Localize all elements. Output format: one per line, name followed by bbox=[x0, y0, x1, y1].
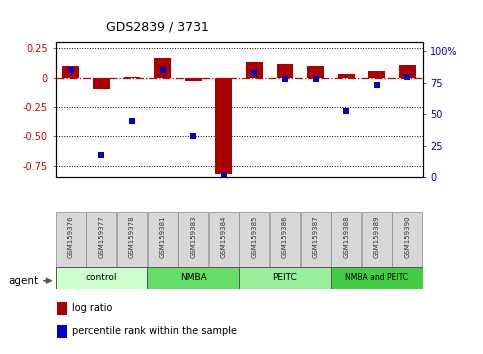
FancyBboxPatch shape bbox=[240, 212, 270, 267]
Bar bbox=[277, 64, 293, 78]
Bar bbox=[399, 65, 416, 78]
Bar bbox=[307, 66, 324, 78]
Bar bbox=[57, 302, 67, 314]
Bar bbox=[124, 77, 141, 78]
Text: GSM159389: GSM159389 bbox=[374, 215, 380, 258]
FancyBboxPatch shape bbox=[117, 212, 147, 267]
FancyBboxPatch shape bbox=[148, 212, 178, 267]
FancyBboxPatch shape bbox=[270, 212, 300, 267]
FancyBboxPatch shape bbox=[56, 267, 147, 289]
Text: agent: agent bbox=[9, 276, 39, 286]
Text: GSM159376: GSM159376 bbox=[68, 215, 74, 258]
Text: GSM159386: GSM159386 bbox=[282, 215, 288, 258]
Text: GSM159377: GSM159377 bbox=[99, 215, 104, 258]
Text: control: control bbox=[85, 273, 117, 282]
Bar bbox=[215, 78, 232, 174]
FancyBboxPatch shape bbox=[300, 212, 330, 267]
Text: GSM159390: GSM159390 bbox=[404, 215, 411, 258]
Bar bbox=[62, 66, 79, 78]
FancyBboxPatch shape bbox=[178, 212, 208, 267]
Text: NMBA and PEITC: NMBA and PEITC bbox=[345, 273, 408, 282]
FancyBboxPatch shape bbox=[392, 212, 422, 267]
Text: GSM159385: GSM159385 bbox=[251, 215, 257, 258]
Bar bbox=[93, 78, 110, 90]
FancyBboxPatch shape bbox=[331, 212, 361, 267]
Text: log ratio: log ratio bbox=[72, 303, 113, 313]
Text: GSM159387: GSM159387 bbox=[313, 215, 319, 258]
Text: GSM159383: GSM159383 bbox=[190, 215, 196, 258]
Bar bbox=[185, 78, 201, 81]
Bar bbox=[369, 71, 385, 78]
Text: GDS2839 / 3731: GDS2839 / 3731 bbox=[106, 21, 209, 34]
FancyBboxPatch shape bbox=[239, 267, 331, 289]
FancyBboxPatch shape bbox=[147, 267, 239, 289]
Text: GSM159381: GSM159381 bbox=[159, 215, 166, 258]
FancyBboxPatch shape bbox=[56, 212, 86, 267]
Text: PEITC: PEITC bbox=[272, 273, 298, 282]
Text: percentile rank within the sample: percentile rank within the sample bbox=[72, 326, 237, 336]
Text: GSM159388: GSM159388 bbox=[343, 215, 349, 258]
FancyBboxPatch shape bbox=[86, 212, 116, 267]
FancyBboxPatch shape bbox=[209, 212, 239, 267]
Bar bbox=[338, 74, 355, 78]
Text: NMBA: NMBA bbox=[180, 273, 207, 282]
Text: GSM159384: GSM159384 bbox=[221, 215, 227, 258]
FancyBboxPatch shape bbox=[362, 212, 392, 267]
FancyBboxPatch shape bbox=[331, 267, 423, 289]
Text: GSM159378: GSM159378 bbox=[129, 215, 135, 258]
Bar bbox=[154, 58, 171, 78]
Bar bbox=[246, 62, 263, 78]
Bar bbox=[57, 325, 67, 338]
